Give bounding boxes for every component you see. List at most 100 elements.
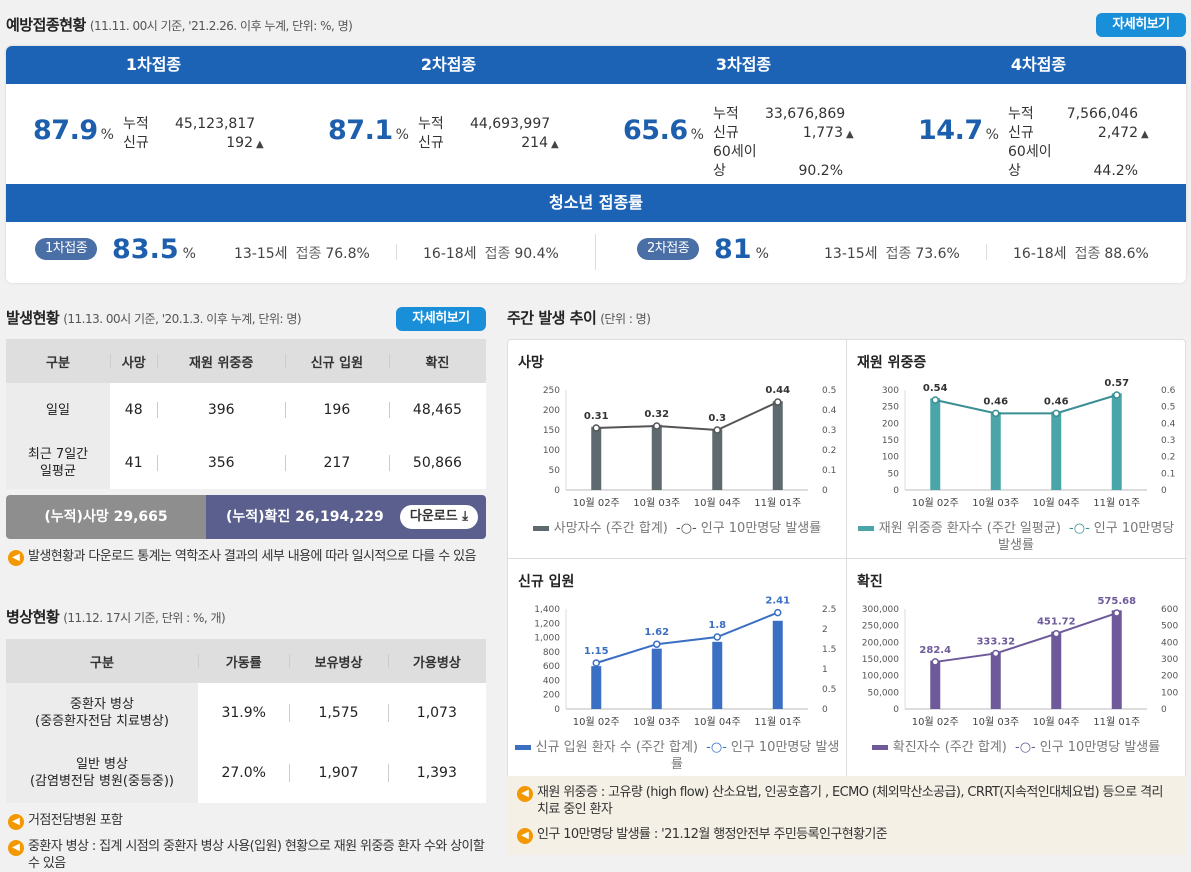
y-tick-label: 250 bbox=[882, 403, 899, 413]
teen-lbl: 접종 bbox=[885, 246, 912, 262]
chart-panel: 재원 위중증 0 50 100 150 200 250 300 0 0.1 0.2 0.3 0.4 0.5… bbox=[847, 340, 1185, 558]
bar bbox=[990, 412, 1001, 490]
dose-stat-row: 60세이상 90.2% bbox=[713, 143, 843, 181]
dose-stat-key: 60세이상 bbox=[713, 144, 757, 179]
vaccination-more-button[interactable]: 자세히보기 bbox=[1096, 13, 1186, 37]
chart-legend: 확진자수 (주간 합계) -○- 인구 10만명당 발생률 bbox=[852, 739, 1180, 756]
cell: 356 bbox=[157, 437, 285, 489]
dose-stat-key: 신규 bbox=[713, 125, 739, 141]
triangle-up-icon: ▲ bbox=[846, 129, 854, 140]
weekly-note-1: 재원 위중증 : 고유량 (high flow) 산소요법, 인공호흡기 , E… bbox=[537, 785, 1163, 817]
x-tick-label: 10월 02주 bbox=[573, 497, 620, 509]
table-header-row: 구분 사망 재원 위중증 신규 입원 확진 bbox=[6, 339, 486, 383]
dose-stat-key: 60세이상 bbox=[1008, 144, 1052, 179]
weekly-notes: ◀ 재원 위중증 : 고유량 (high flow) 산소요법, 인공호흡기 ,… bbox=[507, 776, 1186, 855]
col-header: 보유병상 bbox=[289, 639, 388, 683]
col-header: 사망 bbox=[110, 339, 158, 383]
chart-svg: 0 50 100 150 200 250 300 0 0.1 0.2 0.3 0.4 0.5 0.6 10월… bbox=[882, 378, 1176, 509]
cell: 1,575 bbox=[289, 683, 388, 743]
col-header: 신규 입원 bbox=[284, 339, 389, 383]
occurrence-title-text: 발생현황 bbox=[6, 309, 60, 327]
beds-title: 병상현황 (11.12. 17시 기준, 단위 : %, 개) bbox=[6, 606, 226, 627]
weekly-title: 주간 발생 추이 (단위 : 명) bbox=[507, 307, 651, 328]
dose-stat-value: 44,693,997 bbox=[470, 116, 551, 132]
data-label: 1.8 bbox=[708, 620, 726, 631]
dose-stat-row: 60세이상 44.2% bbox=[1008, 143, 1138, 181]
y2-tick-label: 600 bbox=[1161, 605, 1178, 615]
occurrence-note: 발생현황과 다운로드 통계는 역학조사 결과의 세부 내용에 따라 일시적으로 … bbox=[28, 549, 476, 564]
cell: 50,866 bbox=[388, 437, 486, 489]
y-tick-label: 150 bbox=[882, 436, 899, 446]
series-line bbox=[935, 394, 1118, 415]
vaccination-title-text: 예방접종현황 bbox=[6, 16, 86, 34]
legend-item: 확진자수 (주간 합계) bbox=[871, 740, 1007, 755]
x-tick-label: 10월 02주 bbox=[912, 497, 959, 509]
row-label: 일반 병상 (감염병전담 병원(중등중)) bbox=[6, 743, 198, 803]
line-point bbox=[992, 409, 1000, 418]
triangle-up-icon: ▲ bbox=[551, 139, 559, 150]
teen-age: 13-15세 bbox=[234, 246, 288, 262]
legend-bar-label: 재원 위중증 환자수 (주간 일평균) bbox=[878, 521, 1061, 536]
cell: 196 bbox=[284, 383, 389, 437]
dose-body: 14.7% 누적 7,566,046 신규 2,472 ▲ 60세이상 44.2% bbox=[891, 84, 1186, 184]
occurrence-more-button[interactable]: 자세히보기 bbox=[396, 307, 486, 331]
teen-second-pct-unit: % bbox=[755, 246, 769, 262]
y-tick-label: 0 bbox=[893, 705, 899, 715]
dose-stat-row: 신규 2,472 ▲ bbox=[1008, 124, 1149, 144]
line-point bbox=[653, 422, 661, 430]
y2-tick-label: 0 bbox=[822, 705, 828, 715]
weekly-title-text: 주간 발생 추이 bbox=[507, 309, 597, 327]
row-label-line: 최근 7일간 bbox=[27, 447, 89, 462]
cell: 217 bbox=[284, 437, 389, 489]
teen-first-a: 13-15세 접종 76.8% bbox=[234, 243, 370, 263]
chart-legend: 신규 입원 환자 수 (주간 합계) -○- 인구 10만명당 발생률 bbox=[513, 739, 841, 773]
vaccination-subtitle: (11.11. 00시 기준, '21.2.26. 이후 누계, 단위: %, … bbox=[89, 19, 353, 33]
legend-item: -○- 인구 10만명당 발생률 bbox=[998, 521, 1174, 553]
speaker-icon: ◀ bbox=[8, 550, 24, 566]
dose-stat-key: 누적 bbox=[1008, 106, 1034, 122]
speaker-icon: ◀ bbox=[8, 814, 24, 830]
beds-note-2: 중환자 병상 : 집계 시점의 중환자 병상 사용(입원) 현황으로 재원 위중… bbox=[28, 839, 485, 871]
teen-first-pct-value: 83.5 bbox=[112, 234, 179, 265]
col-header: 구분 bbox=[6, 639, 198, 683]
y2-tick-label: 0.2 bbox=[1161, 453, 1175, 463]
download-button[interactable]: 다운로드 ⤓ bbox=[399, 505, 478, 529]
y-tick-label: 200 bbox=[543, 691, 560, 701]
line-point bbox=[1052, 629, 1060, 638]
chart-panel: 확진 0 50,000 100,000 150,000 200,000 250,000 300… bbox=[847, 559, 1185, 777]
row-label-line: (감염병전담 병원(중등중)) bbox=[29, 774, 175, 789]
y-tick-label: 200 bbox=[543, 406, 560, 416]
legend-item: -○- 인구 10만명당 발생률 bbox=[672, 521, 821, 536]
y-tick-label: 250 bbox=[543, 386, 560, 396]
dose-stat-row: 누적 33,676,869 bbox=[713, 105, 845, 124]
beds-note-1: 거점전담병원 포함 bbox=[28, 813, 123, 828]
dose-title: 4차접종 bbox=[1010, 55, 1067, 74]
y2-tick-label: 0.6 bbox=[1161, 386, 1176, 396]
dose-pct-value: 65.6 bbox=[623, 115, 688, 146]
y-tick-label: 200 bbox=[882, 419, 899, 429]
teen-second-b: 16-18세 접종 88.6% bbox=[1013, 243, 1149, 263]
teen-first-pct: 83.5% bbox=[112, 234, 196, 265]
teen-lbl: 접종 bbox=[1074, 246, 1101, 262]
y2-tick-label: 2.5 bbox=[822, 605, 836, 615]
dose-stat-key: 누적 bbox=[418, 116, 444, 132]
teen-age: 13-15세 bbox=[824, 246, 878, 262]
dose-stat-value: 45,123,817 bbox=[175, 116, 256, 132]
y2-tick-label: 0 bbox=[1161, 705, 1167, 715]
weekly-subtitle: (단위 : 명) bbox=[600, 312, 651, 326]
legend-swatch bbox=[871, 745, 888, 750]
x-tick-label: 10월 03주 bbox=[972, 497, 1019, 509]
x-tick-label: 10월 04주 bbox=[694, 716, 741, 728]
x-tick-label: 10월 04주 bbox=[1033, 716, 1080, 728]
series-line bbox=[595, 611, 779, 664]
line-point bbox=[992, 649, 1000, 658]
dose-stat-value: 44.2% bbox=[1093, 163, 1138, 179]
legend-bar-label: 사망자수 (주간 합계) bbox=[553, 521, 668, 536]
y-tick-label: 150,000 bbox=[862, 655, 899, 665]
teen-age: 16-18세 bbox=[423, 246, 477, 262]
line-point bbox=[774, 608, 782, 617]
legend-item: 신규 입원 환자 수 (주간 합계) bbox=[514, 740, 698, 755]
y2-tick-label: 1.5 bbox=[822, 645, 836, 655]
y2-tick-label: 0 bbox=[1161, 486, 1167, 496]
dose-stat-row: 신규 1,773 ▲ bbox=[713, 124, 854, 144]
